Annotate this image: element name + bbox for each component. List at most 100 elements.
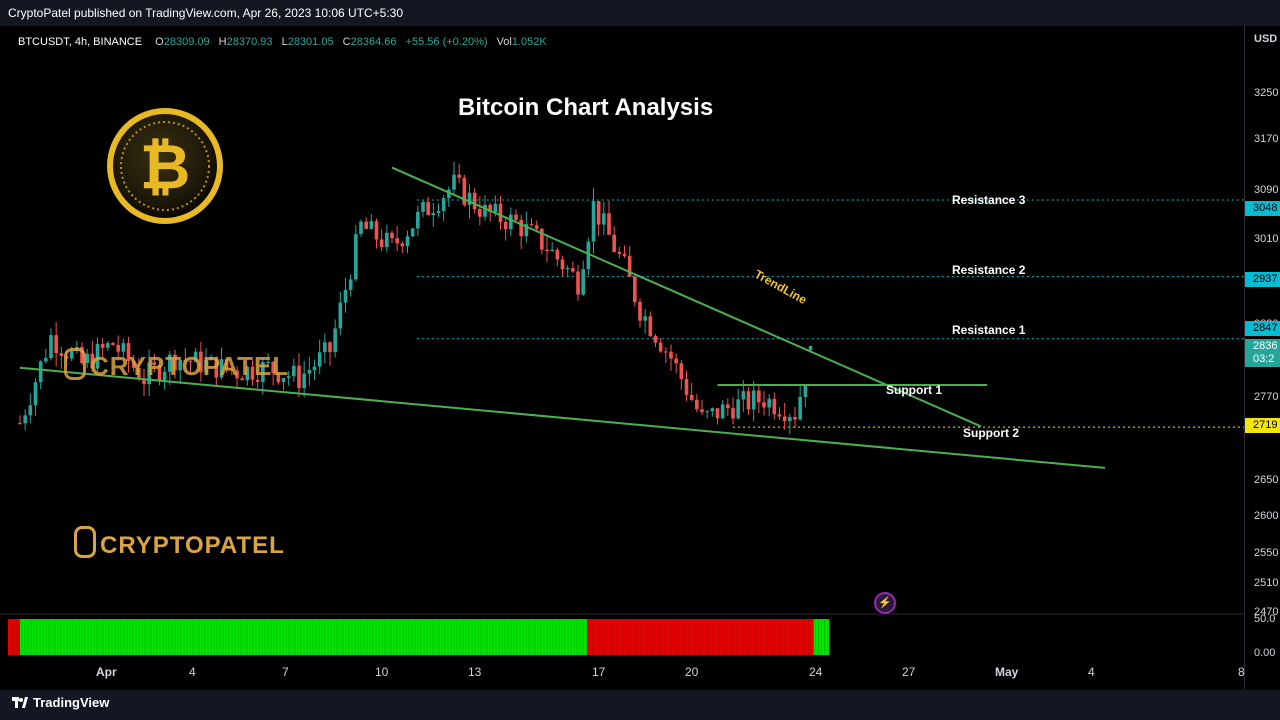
candle-body (214, 356, 219, 378)
price-tick: 2600 (1254, 510, 1279, 522)
candle-body (793, 416, 797, 420)
low-value: 28301.05 (287, 36, 334, 48)
chart-area[interactable]: BTCUSDT, 4h, BINANCE O28309.09 H28370.93… (0, 26, 1280, 690)
candle-body (545, 249, 549, 251)
price-tag: 03:2 (1245, 352, 1280, 367)
candle-body (679, 363, 684, 380)
candle-body (447, 189, 451, 199)
close-value: 28364.66 (350, 36, 397, 48)
candle-body (726, 404, 730, 409)
indicator-tick: 50.0 (1254, 613, 1276, 625)
candle-body (627, 255, 632, 277)
indicator-tick: 0.00 (1254, 647, 1276, 659)
candle-body (126, 343, 131, 361)
candle-body (586, 241, 591, 270)
candle-body (540, 228, 544, 250)
candle-body (416, 211, 420, 229)
candle-body (209, 356, 213, 361)
price-tag: 2937 (1245, 272, 1280, 287)
trendline-1 (391, 166, 982, 428)
candle-body (219, 359, 224, 378)
candle-body (757, 390, 761, 403)
price-tag: 2847 (1245, 321, 1280, 336)
candle-body (550, 249, 554, 251)
price-tick: 2650 (1254, 474, 1279, 486)
symbol-label: BTCUSDT, 4h, BINANCE (18, 36, 143, 48)
candle-body (23, 415, 27, 424)
candle-body (622, 253, 627, 256)
volume-label: Vol (496, 36, 512, 48)
candle-body (741, 391, 746, 400)
candle-body (338, 302, 343, 329)
time-tick: 24 (809, 665, 823, 679)
candle-body (230, 369, 234, 371)
svg-text:₿: ₿ (140, 130, 191, 203)
open-value: 28309.09 (163, 36, 210, 48)
candle-body (85, 353, 89, 364)
candle-body (147, 362, 151, 385)
candle-body (493, 203, 498, 212)
candle-body (317, 352, 322, 367)
price-chart[interactable] (0, 26, 1280, 690)
candle-body (452, 174, 456, 190)
brand-logo-icon (74, 526, 96, 558)
candle-body (503, 221, 508, 230)
candle-body (271, 362, 275, 374)
candle-body (131, 360, 136, 368)
tradingview-logo[interactable]: TradingView (12, 695, 109, 710)
candle-body (560, 259, 565, 270)
time-tick: 7 (282, 665, 289, 679)
high-value: 28370.93 (226, 36, 273, 48)
price-tick: 2510 (1254, 577, 1279, 589)
candle-body (710, 408, 715, 412)
candle-body (199, 351, 203, 373)
candle-body (152, 362, 157, 365)
candle-body (581, 269, 585, 295)
price-tick: 2550 (1254, 547, 1279, 559)
support-2-label: Support 2 (963, 426, 1019, 440)
candle-body (379, 239, 384, 248)
candle-body (529, 224, 534, 226)
trendline-2 (19, 366, 1106, 469)
price-tag: 2719 (1245, 418, 1280, 433)
support-1-label: Support 1 (886, 383, 942, 397)
candle-body (297, 365, 301, 389)
candle-body (736, 399, 740, 419)
candle-body (33, 382, 38, 406)
candle-body (808, 346, 813, 350)
tradingview-logo-text: TradingView (33, 695, 110, 710)
candle-body (695, 399, 699, 410)
candle-body (612, 234, 616, 252)
candle-body (410, 228, 415, 237)
candle-body (421, 201, 425, 212)
footer-bar (0, 690, 1280, 720)
low-label: L (281, 36, 288, 48)
candle-body (28, 405, 33, 416)
candle-body (18, 423, 22, 425)
indicator-bar-4 (813, 619, 830, 655)
price-tick: 2470 (1254, 606, 1279, 618)
candle-body (633, 276, 637, 302)
candle-body (472, 192, 477, 210)
candle-body (343, 289, 348, 303)
candle-body (255, 379, 260, 382)
lightning-icon[interactable]: ⚡ (874, 592, 896, 614)
candle-body (38, 361, 43, 383)
candle-body (762, 402, 766, 408)
time-tick: Apr (96, 665, 117, 679)
candle-body (390, 232, 394, 239)
candle-body (426, 201, 430, 216)
candle-body (767, 398, 771, 408)
indicator-bar-1 (8, 619, 20, 655)
candle-body (178, 360, 182, 371)
candle-body (720, 404, 725, 419)
candle-body (483, 204, 487, 217)
time-tick: 17 (592, 665, 606, 679)
time-tick: 4 (1088, 665, 1095, 679)
candle-body (137, 367, 141, 380)
candle-body (276, 373, 281, 383)
candle-body (617, 251, 622, 254)
candle-body (689, 394, 694, 400)
candle-body (509, 214, 513, 230)
brand-logo-text: CRYPTOPATEL (100, 532, 285, 559)
